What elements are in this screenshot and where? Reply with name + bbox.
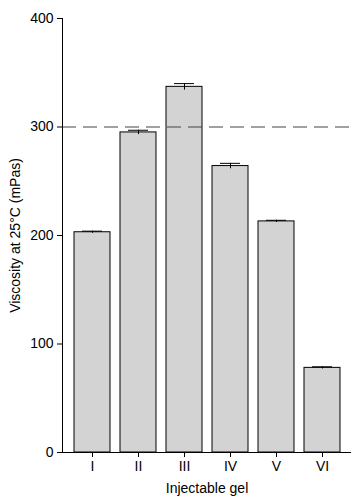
svg-text:0: 0 (46, 444, 54, 460)
svg-text:Injectable gel: Injectable gel (166, 480, 249, 496)
svg-text:II: II (135, 458, 143, 474)
svg-text:IV: IV (224, 458, 238, 474)
svg-text:300: 300 (30, 118, 54, 134)
svg-text:100: 100 (30, 335, 54, 351)
svg-text:400: 400 (30, 10, 54, 26)
svg-text:VI: VI (316, 458, 329, 474)
svg-text:I: I (91, 458, 95, 474)
svg-text:III: III (179, 458, 191, 474)
svg-text:V: V (272, 458, 282, 474)
svg-text:Viscosity at 25°C (mPas): Viscosity at 25°C (mPas) (7, 158, 23, 313)
svg-text:200: 200 (30, 227, 54, 243)
